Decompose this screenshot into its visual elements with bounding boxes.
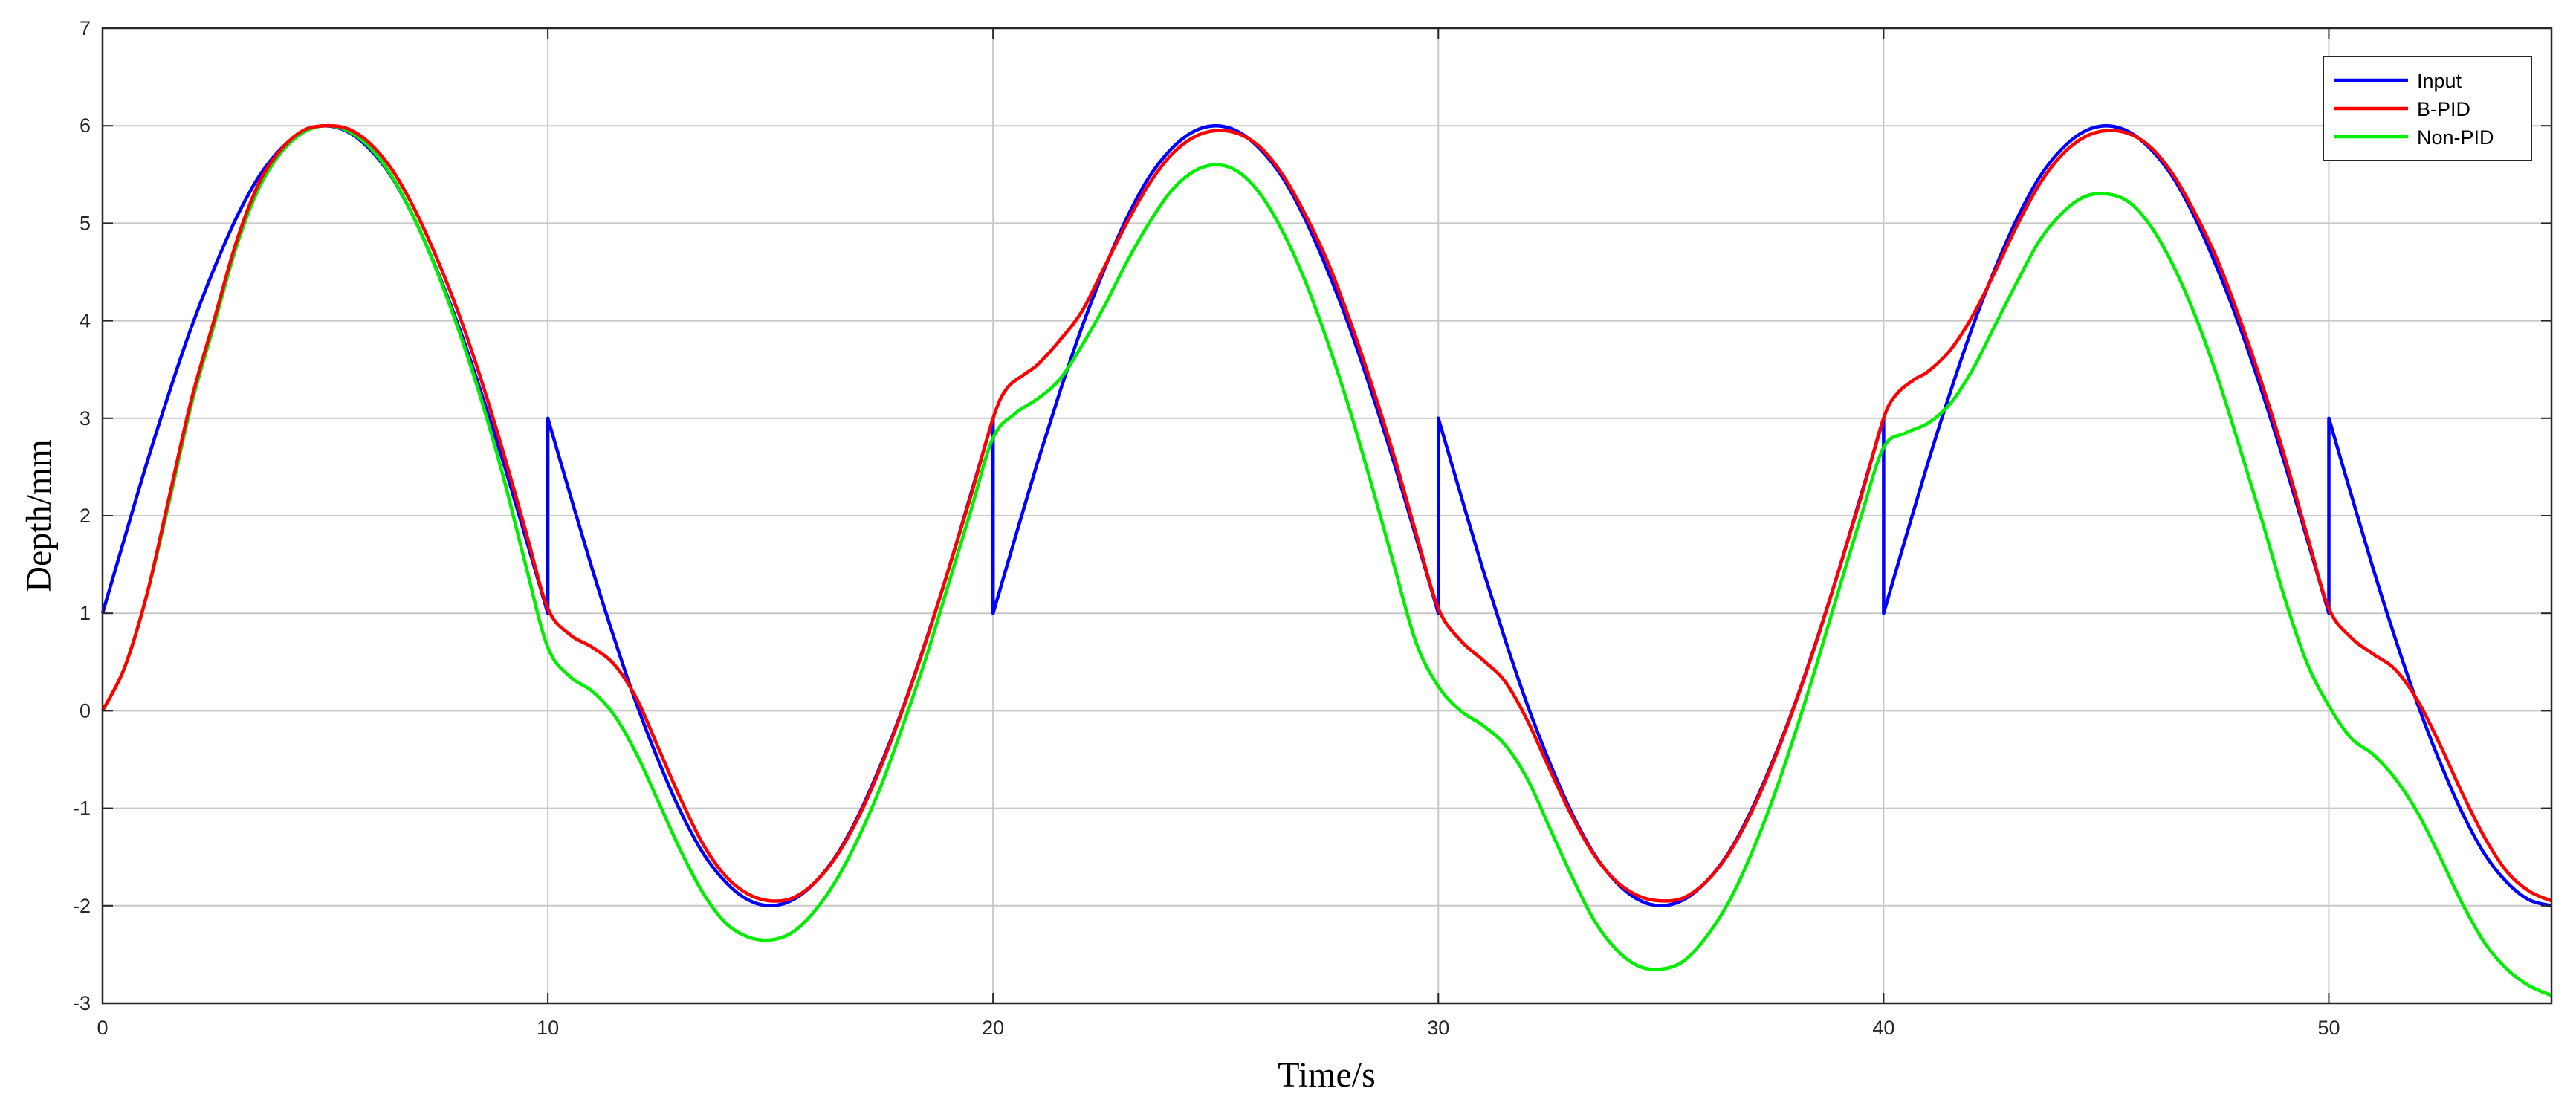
y-axis-label: Depth/mm: [19, 439, 59, 592]
grid: [103, 28, 2551, 1003]
y-tick-label: -3: [73, 992, 91, 1014]
series-line-b-pid: [100, 123, 2552, 903]
legend-label-input: Input: [2417, 70, 2462, 92]
x-tick-label: 50: [2317, 1017, 2340, 1039]
legend-label-non-pid: Non-PID: [2417, 126, 2494, 149]
series-line-non-pid: [100, 123, 2552, 997]
x-tick-label: 40: [1872, 1017, 1894, 1039]
y-tick-label: 5: [80, 212, 91, 234]
x-tick-label: 10: [537, 1017, 559, 1039]
x-tick-label: 0: [97, 1017, 108, 1039]
series-lines: [100, 123, 2552, 997]
y-tick-label: 1: [80, 602, 91, 624]
y-tick-labels: -3 -2 -1 0 1 2 3 4 5 6 7: [73, 17, 91, 1014]
legend-items: Input B-PID Non-PID: [2334, 70, 2494, 149]
y-tick-label: -2: [73, 895, 91, 917]
y-tick-label: 2: [80, 505, 91, 527]
x-axis-label: Time/s: [1278, 1055, 1376, 1095]
y-tick-label: 3: [80, 407, 91, 430]
y-tick-label: 0: [80, 699, 91, 722]
legend: Input B-PID Non-PID: [2323, 56, 2532, 161]
x-tick-label: 30: [1427, 1017, 1449, 1039]
legend-label-b-pid: B-PID: [2417, 98, 2470, 120]
y-tick-label: 7: [80, 17, 91, 39]
x-tick-labels: 0 10 20 30 40 50: [97, 1017, 2340, 1039]
x-tick-label: 20: [982, 1017, 1004, 1039]
tick-marks: [102, 27, 2551, 1004]
y-tick-label: 6: [80, 114, 91, 137]
y-tick-label: 4: [80, 310, 91, 332]
y-tick-label: -1: [73, 797, 91, 820]
